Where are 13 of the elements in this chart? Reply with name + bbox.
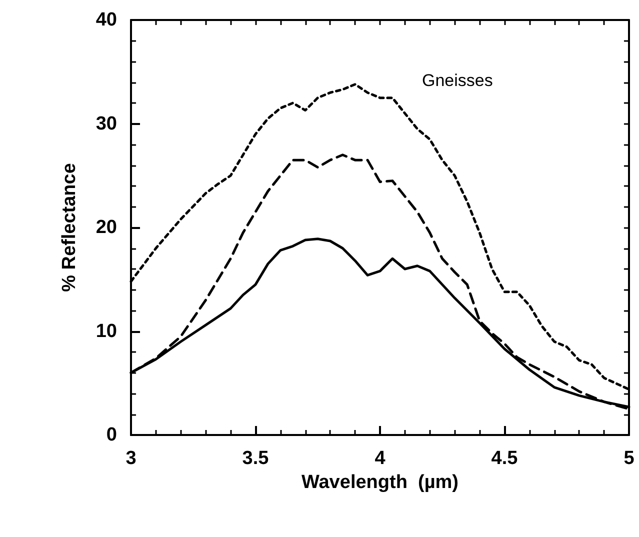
x-tick-label: 4.5 (491, 448, 518, 469)
x-tick-label: 5 (624, 448, 635, 469)
y-tick-label: 0 (106, 424, 117, 446)
y-tick-label: 30 (96, 113, 117, 134)
y-tick-label: 40 (96, 10, 117, 30)
x-axis-title: Wavelength (µm) (302, 472, 458, 493)
y-tick-label: 10 (96, 320, 117, 342)
annotation: Gneisses (422, 71, 493, 90)
x-tick-label: 3 (126, 448, 136, 469)
x-tick-label: 4 (374, 448, 386, 469)
y-tick-label: 20 (96, 217, 117, 238)
y-axis-title: % Reflectance (59, 163, 80, 292)
x-tick-label: 3.5 (242, 448, 270, 469)
